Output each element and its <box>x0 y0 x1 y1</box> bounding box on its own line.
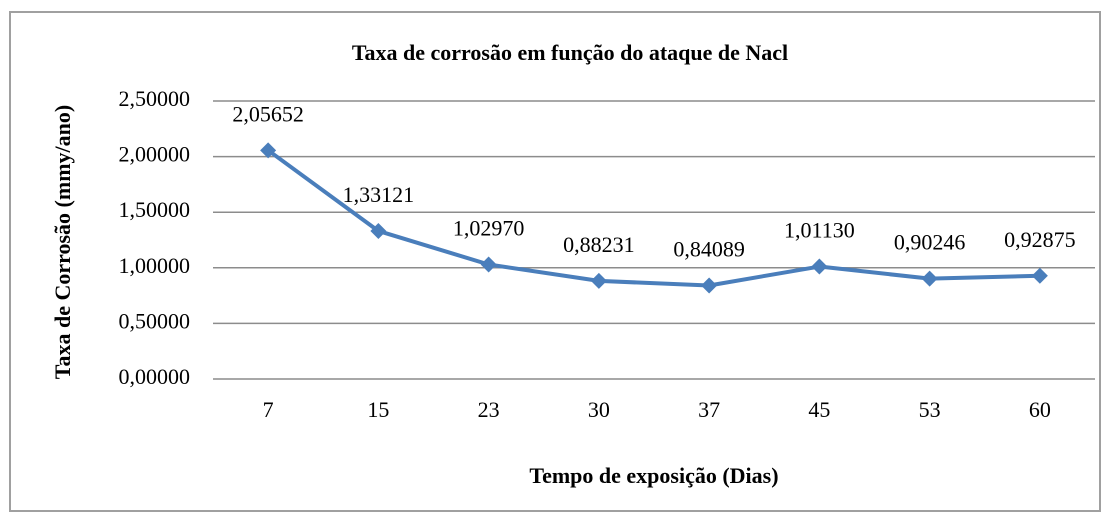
y-tick-label: 0,00000 <box>119 364 191 389</box>
y-tick-label: 0,50000 <box>119 308 191 333</box>
data-line <box>266 148 1040 288</box>
x-tick-label: 15 <box>367 397 389 422</box>
x-tick-label: 45 <box>808 397 830 422</box>
data-label: 0,90246 <box>894 230 966 255</box>
data-marker <box>921 270 938 287</box>
x-axis-label: Tempo de exposição (Dias) <box>529 463 778 488</box>
data-label: 1,01130 <box>784 218 855 243</box>
data-marker <box>811 258 828 275</box>
x-tick-label: 53 <box>919 397 941 422</box>
data-marker <box>701 277 718 294</box>
data-marker <box>370 222 387 239</box>
data-label: 0,88231 <box>563 232 635 257</box>
data-label: 1,02970 <box>453 216 525 241</box>
y-tick-label: 2,50000 <box>119 86 191 111</box>
data-marker <box>260 142 277 159</box>
data-label: 1,33121 <box>343 182 415 207</box>
data-label: 0,92875 <box>1004 227 1076 252</box>
y-tick-label: 2,00000 <box>119 142 191 167</box>
x-tick-label: 7 <box>263 397 274 422</box>
x-tick-label: 60 <box>1029 397 1051 422</box>
data-marker <box>1031 267 1048 284</box>
chart-title: Taxa de corrosão em função do ataque de … <box>352 40 788 65</box>
data-marker <box>480 256 497 273</box>
data-label: 2,05652 <box>232 101 304 126</box>
y-tick-label: 1,50000 <box>119 197 191 222</box>
chart-border <box>9 11 1101 512</box>
y-axis-label: Taxa de Corrosão (mmy/ano) <box>50 105 75 379</box>
x-tick-label: 30 <box>588 397 610 422</box>
y-tick-label: 1,00000 <box>119 253 191 278</box>
data-marker <box>590 272 607 289</box>
x-tick-label: 37 <box>698 397 720 422</box>
data-label: 0,84089 <box>673 237 745 262</box>
x-tick-label: 23 <box>478 397 500 422</box>
